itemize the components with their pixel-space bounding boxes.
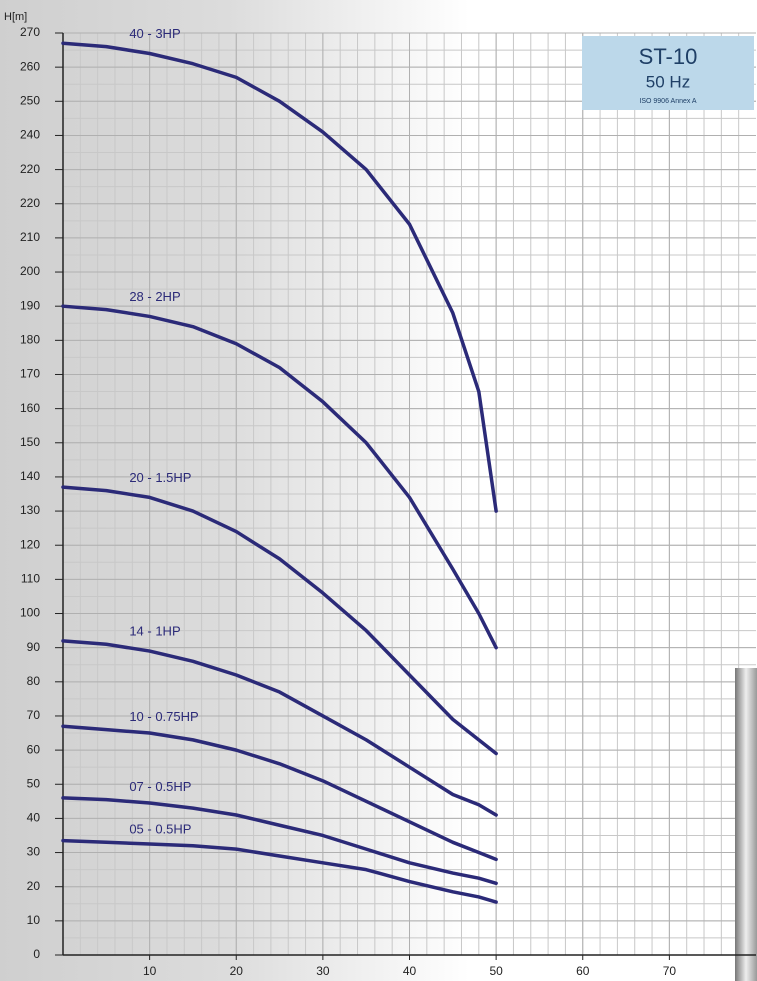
y-tick-label: 260 [20, 59, 40, 73]
y-tick-label: 140 [20, 469, 40, 483]
y-tick-label: 20 [27, 879, 41, 893]
box-title: ST-10 [639, 44, 698, 69]
y-tick-label: 250 [20, 93, 40, 107]
y-tick-label: 40 [27, 811, 41, 825]
y-tick-label: 60 [27, 742, 41, 756]
x-tick-label: 30 [316, 964, 330, 978]
y-tick-label: 240 [20, 128, 40, 142]
curve-label: 20 - 1.5HP [129, 470, 191, 485]
curve-label: 14 - 1HP [129, 624, 180, 639]
curve-label: 05 - 0.5HP [129, 822, 191, 837]
x-tick-label: 10 [143, 964, 157, 978]
y-tick-label: 10 [27, 913, 41, 927]
y-tick-label: 30 [27, 845, 41, 859]
y-tick-label: 210 [20, 230, 40, 244]
box-note: ISO 9906 Annex A [639, 98, 697, 105]
y-tick-label: 100 [20, 606, 40, 620]
x-tick-label: 50 [489, 964, 503, 978]
y-tick-label: 190 [20, 298, 40, 312]
y-axis-label: H[m] [4, 11, 27, 23]
y-tick-label: 130 [20, 503, 40, 517]
box-subtitle: 50 Hz [646, 72, 690, 91]
y-tick-label: 70 [27, 708, 41, 722]
x-tick-label: 40 [403, 964, 417, 978]
y-tick-label: 220 [20, 196, 40, 210]
y-tick-label: 160 [20, 401, 40, 415]
grid [63, 32, 756, 956]
y-tick-label: 150 [20, 435, 40, 449]
curve-label: 10 - 0.75HP [129, 709, 198, 724]
x-tick-label: 70 [663, 964, 677, 978]
y-tick-label: 90 [27, 640, 41, 654]
pump-curve [61, 796, 498, 886]
curve-label: 40 - 3HP [129, 26, 180, 41]
y-tick-label: 200 [20, 264, 40, 278]
pump-curve [61, 838, 498, 904]
legend-box [582, 36, 754, 110]
x-tick-label: 60 [576, 964, 590, 978]
pump-image [735, 668, 757, 981]
curve-label: 28 - 2HP [129, 289, 180, 304]
y-tick-label: 270 [20, 25, 40, 39]
y-tick-label: 170 [20, 367, 40, 381]
y-tick-label: 180 [20, 333, 40, 347]
y-tick-label: 220 [20, 162, 40, 176]
pump-curve [61, 485, 498, 756]
y-tick-label: 50 [27, 776, 41, 790]
pump-curve [61, 41, 498, 513]
pump-curve [61, 724, 498, 862]
y-tick-label: 0 [33, 947, 40, 961]
y-tick-label: 110 [21, 572, 40, 586]
curve-label: 07 - 0.5HP [129, 779, 191, 794]
y-tick-label: 120 [20, 537, 40, 551]
pump-curve [61, 639, 498, 817]
y-tick-label: 80 [27, 674, 41, 688]
pump-curve [61, 304, 498, 650]
x-tick-label: 20 [230, 964, 244, 978]
